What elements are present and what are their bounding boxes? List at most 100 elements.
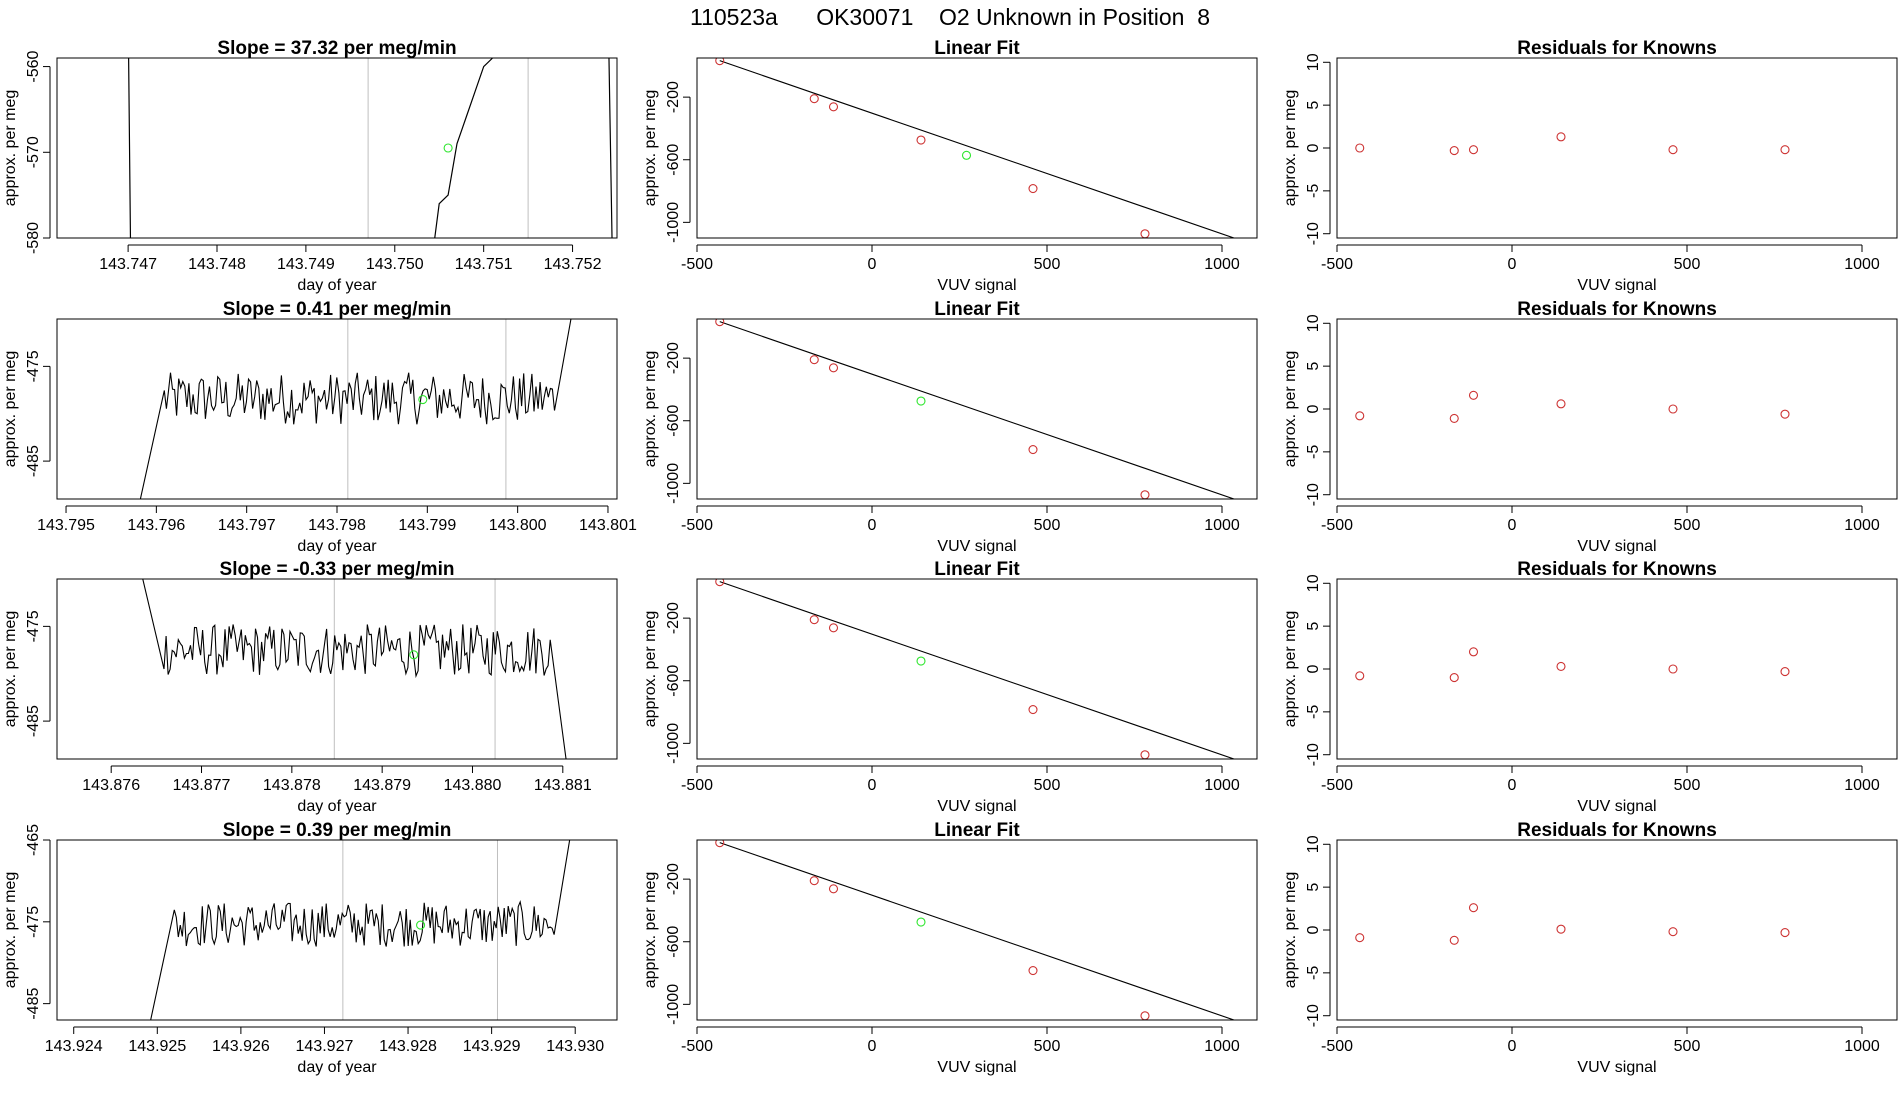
y-axis-label: approx. per meg	[2, 351, 19, 468]
x-tick-label: 0	[868, 777, 877, 794]
unknown-point	[916, 917, 926, 927]
known-point	[1449, 146, 1459, 156]
y-tick-label: -600	[665, 405, 682, 437]
y-tick-label: 10	[1305, 574, 1322, 592]
plot-area	[142, 579, 567, 759]
panel-title: Linear Fit	[934, 299, 1020, 320]
x-tick-label: 1000	[1204, 1038, 1240, 1055]
x-tick-label: 1000	[1844, 1038, 1880, 1055]
y-axis-label: approx. per meg	[642, 90, 659, 207]
plot-frame	[56, 839, 618, 1021]
x-tick-label: 143.749	[277, 256, 335, 273]
y-tick-label: -485	[25, 988, 42, 1020]
y-tick-label: -1000	[665, 984, 682, 1025]
x-tick-label: -500	[1321, 1038, 1353, 1055]
x-tick-label: 143.797	[218, 517, 276, 534]
x-tick-label: 1000	[1844, 256, 1880, 273]
x-axis-label: day of year	[297, 538, 377, 555]
known-point	[1468, 145, 1479, 155]
x-axis-label: VUV signal	[1577, 798, 1656, 815]
y-tick-label: -10	[1305, 483, 1322, 506]
y-tick-label: -1000	[665, 463, 682, 504]
y-tick-label: -1000	[665, 202, 682, 243]
panel-title: Residuals for Knowns	[1517, 820, 1717, 841]
y-tick-label: -475	[25, 350, 42, 382]
known-point	[1556, 924, 1566, 934]
panel-residuals-row2: Residuals for Knowns -500 0 500 1000 VUV sign…	[1282, 299, 1898, 555]
x-tick-label: 1000	[1204, 517, 1240, 534]
plot-area	[139, 319, 572, 499]
y-axis-label: approx. per meg	[642, 351, 659, 468]
known-point	[828, 884, 839, 894]
x-tick-label: 0	[1508, 1038, 1517, 1055]
y-tick-label: -580	[25, 222, 42, 254]
x-tick-label: 143.796	[127, 517, 185, 534]
data-trace	[150, 840, 571, 1020]
y-tick-label: 10	[1305, 314, 1322, 332]
x-tick-label: 143.878	[263, 777, 321, 794]
position-label: O2 Unknown in Position 8	[938, 4, 1210, 30]
x-tick-label: -500	[681, 1038, 713, 1055]
known-point	[1668, 145, 1678, 155]
data-trace	[128, 58, 613, 238]
x-tick-label: 1000	[1844, 517, 1880, 534]
known-point	[715, 840, 725, 848]
known-point	[1780, 667, 1790, 677]
known-point	[1468, 903, 1479, 913]
y-axis-label: approx. per meg	[2, 611, 19, 728]
known-point	[715, 319, 725, 327]
y-tick-label: -475	[25, 610, 42, 642]
known-point	[809, 355, 819, 365]
y-tick-label: -200	[665, 863, 682, 895]
known-point	[1468, 390, 1479, 400]
x-tick-label: 143.924	[45, 1038, 103, 1055]
known-point	[809, 876, 819, 886]
panel-title: Slope = -0.33 per meg/min	[220, 559, 455, 580]
known-point	[828, 623, 839, 633]
known-point	[809, 615, 819, 625]
known-point	[1668, 664, 1678, 674]
known-point	[1556, 132, 1566, 142]
y-tick-label: -475	[25, 906, 42, 938]
y-tick-label: -5	[1305, 966, 1322, 980]
y-tick-label: -600	[665, 926, 682, 958]
y-tick-label: -200	[665, 602, 682, 634]
x-tick-label: 143.930	[546, 1038, 604, 1055]
unknown-point	[416, 920, 426, 930]
plot-area	[1355, 903, 1790, 945]
y-tick-label: 10	[1305, 53, 1322, 71]
known-point	[1468, 647, 1479, 657]
x-tick-label: 143.751	[455, 256, 513, 273]
plot-area	[1355, 390, 1790, 423]
x-tick-label: 500	[1034, 256, 1061, 273]
x-axis-label: VUV signal	[937, 538, 1016, 555]
y-axis-label: approx. per meg	[1282, 611, 1299, 728]
known-point	[828, 102, 839, 112]
panel-title: Residuals for Knowns	[1517, 38, 1717, 59]
y-tick-label: -600	[665, 665, 682, 697]
plot-frame	[1336, 839, 1898, 1021]
y-tick-label: 0	[1305, 143, 1322, 152]
x-tick-label: 143.747	[99, 256, 157, 273]
panel-title: Linear Fit	[934, 38, 1020, 59]
x-axis-label: day of year	[297, 1059, 377, 1076]
y-tick-label: -485	[25, 705, 42, 737]
known-point	[1449, 673, 1459, 683]
y-tick-label: 5	[1305, 101, 1322, 110]
y-tick-label: -600	[665, 144, 682, 176]
x-tick-label: 143.928	[379, 1038, 437, 1055]
y-tick-label: -570	[25, 136, 42, 168]
known-point	[1556, 399, 1566, 409]
x-axis-label: day of year	[297, 798, 377, 815]
y-tick-label: -10	[1305, 1004, 1322, 1027]
x-tick-label: 1000	[1204, 777, 1240, 794]
y-tick-label: -465	[25, 824, 42, 856]
known-point	[1355, 143, 1365, 153]
y-axis-label: approx. per meg	[1282, 351, 1299, 468]
known-point	[1449, 935, 1459, 945]
panel-title: Slope = 0.41 per meg/min	[223, 299, 452, 320]
y-tick-label: -200	[665, 81, 682, 113]
x-axis-label: VUV signal	[937, 1059, 1016, 1076]
y-tick-label: 5	[1305, 883, 1322, 892]
x-tick-label: 143.881	[534, 777, 592, 794]
